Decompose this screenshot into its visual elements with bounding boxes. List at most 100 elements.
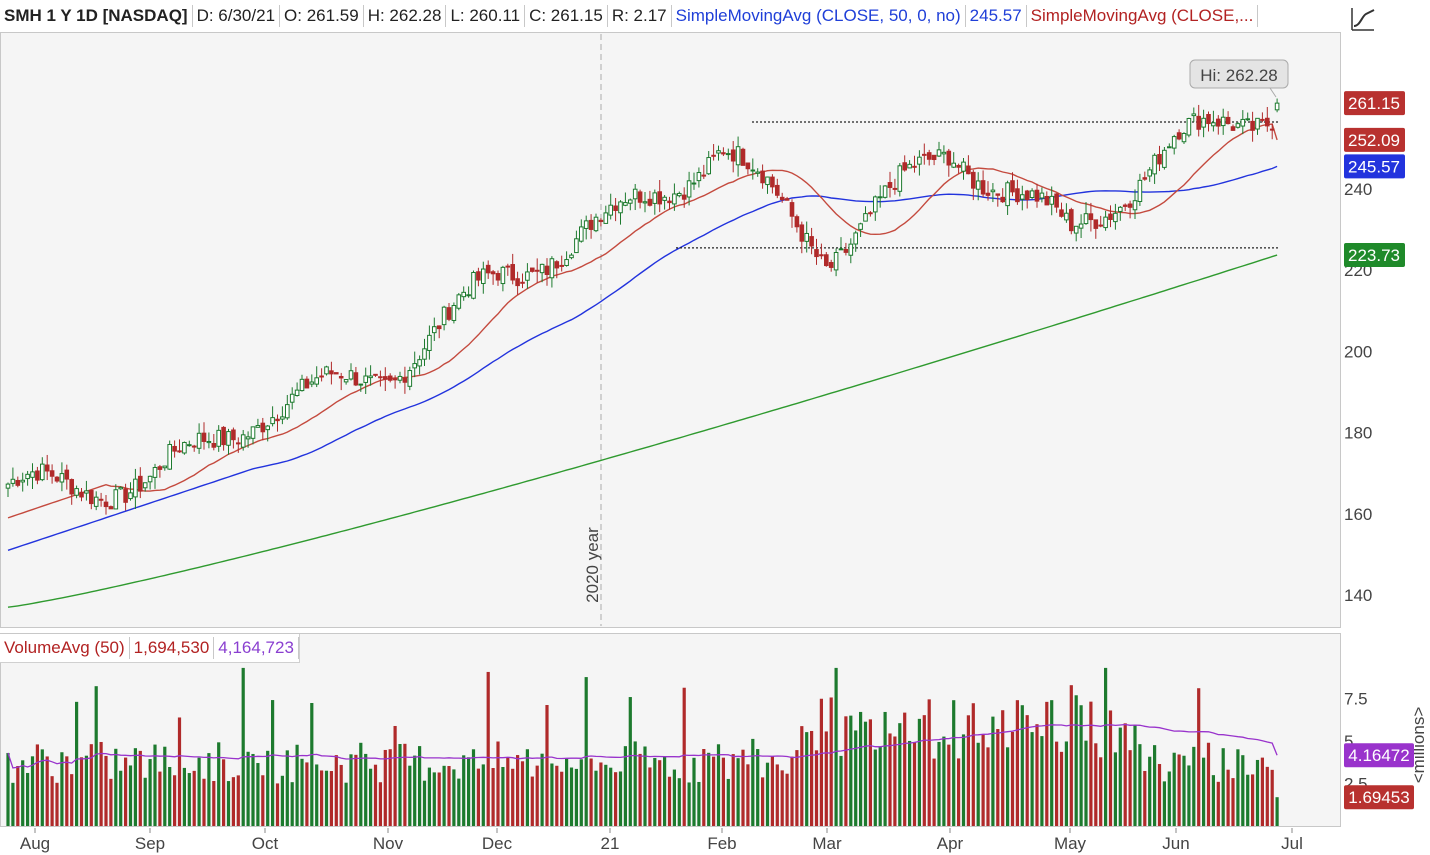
candle-body xyxy=(873,196,878,213)
candle-body xyxy=(1059,209,1064,217)
volume-bar xyxy=(810,730,814,826)
vol-last-badge-bg xyxy=(1344,785,1414,810)
x-axis-label-Jun: Jun xyxy=(1162,834,1189,853)
volume-bar xyxy=(1187,765,1191,826)
candle-body xyxy=(441,306,447,326)
candle-body xyxy=(892,187,898,190)
candle-body xyxy=(270,417,275,425)
volume-bar xyxy=(819,698,823,826)
candle-body xyxy=(593,216,599,232)
candle-body xyxy=(142,482,148,489)
candle-body xyxy=(838,248,844,251)
sma50-badge: 245.57 xyxy=(1348,157,1400,176)
candle-body xyxy=(1269,128,1275,131)
candle-body xyxy=(809,236,814,247)
volume-bar xyxy=(1275,797,1279,826)
candle-body xyxy=(319,375,324,378)
volume-bar xyxy=(94,686,98,826)
candle-body xyxy=(221,426,226,446)
hi-bubble-pointer xyxy=(1269,87,1277,98)
volume-bar xyxy=(878,746,882,826)
volume-bar xyxy=(1094,743,1098,826)
candle-body xyxy=(402,377,408,383)
volume-bar xyxy=(707,752,711,826)
volume-bar xyxy=(775,764,779,826)
candle-body xyxy=(951,162,957,168)
candle-body xyxy=(162,465,168,469)
volume-bar xyxy=(378,782,382,826)
candle-body xyxy=(711,154,716,157)
volume-bar xyxy=(765,762,770,826)
candle-body xyxy=(726,153,731,156)
volume-bar xyxy=(467,757,471,826)
volume-bar xyxy=(751,738,755,826)
volume-bar xyxy=(408,765,412,826)
candle-body xyxy=(1142,177,1148,180)
candle-body xyxy=(10,478,16,484)
volume-bar xyxy=(1045,701,1049,826)
candle-body xyxy=(745,162,751,170)
volume-bar xyxy=(829,697,833,826)
volume-bar xyxy=(893,736,897,826)
hi-bubble-label: Hi: 262.28 xyxy=(1200,66,1278,85)
volume-bar xyxy=(736,758,740,826)
candle-body xyxy=(618,201,623,214)
drawing-tools-icon[interactable] xyxy=(1343,2,1383,36)
volume-bar xyxy=(124,757,128,826)
volume-bar xyxy=(971,703,975,826)
volume-bar xyxy=(731,754,735,826)
volume-study-label[interactable]: VolumeAvg (50) xyxy=(0,637,130,659)
candle-body xyxy=(265,425,270,431)
volume-bar xyxy=(1074,695,1078,826)
candle-body xyxy=(848,243,854,256)
volume-bar xyxy=(594,770,598,826)
candle-body xyxy=(338,375,344,379)
volume-bar xyxy=(119,770,123,826)
volume-bar xyxy=(716,744,721,826)
volume-bar xyxy=(35,744,39,826)
candle-body xyxy=(216,429,221,447)
candle-body xyxy=(1181,133,1187,143)
volume-bar xyxy=(761,777,765,826)
volume-bar xyxy=(697,781,701,826)
candle-body xyxy=(716,150,721,154)
candle-body xyxy=(730,149,736,162)
volume-bar xyxy=(207,753,211,826)
sma50-study-label[interactable]: SimpleMovingAvg (CLOSE, 50, 0, no) xyxy=(672,4,966,27)
volume-bar xyxy=(364,753,368,826)
candle-body xyxy=(236,442,241,445)
volume-bar xyxy=(1099,757,1103,826)
candle-body xyxy=(157,466,163,470)
candle-body xyxy=(1108,213,1113,220)
candle-body xyxy=(701,174,707,177)
candle-body xyxy=(907,163,912,169)
volume-bar xyxy=(560,771,564,826)
volume-value: 1,694,530 xyxy=(130,637,215,659)
candle-body xyxy=(755,171,761,174)
sma20-study-label[interactable]: SimpleMovingAvg (CLOSE,... xyxy=(1027,4,1259,27)
candle-body xyxy=(69,479,75,495)
candle-body xyxy=(770,176,775,188)
symbol-label[interactable]: SMH 1 Y 1D [NASDAQ] xyxy=(0,4,193,27)
price-panel[interactable] xyxy=(0,32,1341,628)
candle-body xyxy=(191,445,197,448)
candle-body xyxy=(912,165,917,168)
candle-body xyxy=(378,376,383,379)
volume-bar xyxy=(192,770,196,826)
candle-body xyxy=(466,294,471,297)
volume-bar xyxy=(814,750,819,826)
volume-bar xyxy=(667,776,672,826)
volume-bar xyxy=(579,759,583,826)
candle-body xyxy=(74,488,79,496)
candle-body xyxy=(917,156,922,165)
volume-bar xyxy=(271,700,275,826)
x-axis-label-Dec: Dec xyxy=(482,834,513,853)
candle-body xyxy=(525,271,530,281)
volume-bar xyxy=(682,687,686,826)
volume-bar xyxy=(912,742,917,826)
volume-bar xyxy=(1020,705,1024,826)
volume-bar xyxy=(888,733,892,826)
volume-bar xyxy=(516,755,520,826)
volume-bar xyxy=(663,756,667,826)
